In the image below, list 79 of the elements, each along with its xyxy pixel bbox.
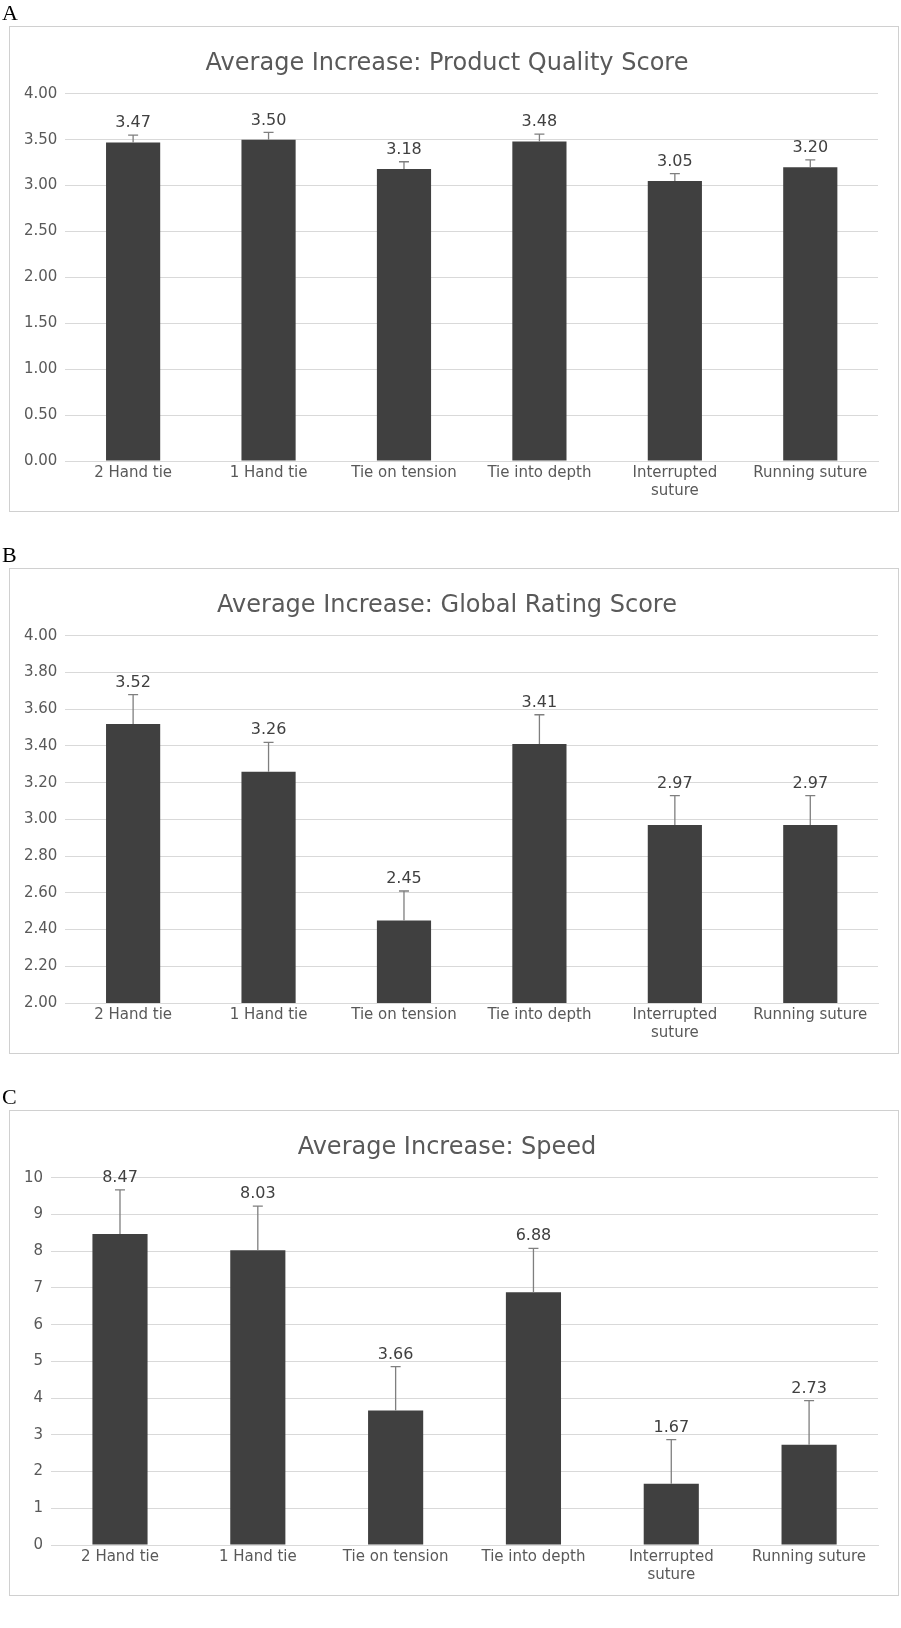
x-tick-label: 1 Hand tie [229, 1004, 308, 1023]
x-tick-label: 2 Hand tie [94, 462, 173, 481]
data-label: 2.73 [791, 1377, 827, 1397]
y-tick-label: 4 [33, 1388, 44, 1407]
bar [781, 1444, 837, 1545]
x-tick-label: Tie into depth [486, 462, 592, 481]
x-tick-label: 1 Hand tie [218, 1546, 297, 1565]
data-label: 3.50 [250, 109, 287, 129]
y-tick-label: 0.50 [23, 404, 58, 423]
y-tick-label: 0.00 [23, 450, 58, 469]
x-tick-label: Tie into depth [486, 1004, 592, 1023]
x-tick-label: Tie into depth [480, 1546, 586, 1565]
data-label: 3.41 [521, 691, 558, 711]
data-label: 3.18 [386, 138, 422, 158]
y-tick-label: 1.00 [23, 359, 58, 378]
x-tick-label: Tie on tension [341, 1546, 449, 1565]
x-tick-label: Running suture [752, 1546, 867, 1565]
y-tick-label: 2.60 [23, 882, 58, 901]
x-tick-label: Interrupted suture [628, 1546, 714, 1583]
y-tick-label: 3.20 [23, 772, 58, 791]
y-tick-label: 0 [33, 1534, 44, 1553]
text: A [2, 0, 18, 26]
y-tick-label: 5 [33, 1351, 44, 1370]
y-tick-label: 3.60 [23, 699, 58, 718]
text: C [2, 1084, 17, 1110]
data-label: 3.26 [250, 719, 287, 739]
y-tick-label: 2.00 [23, 267, 58, 286]
x-tick-label: Interrupted suture [632, 462, 718, 499]
y-tick-label: 3.50 [23, 129, 58, 148]
x-tick-label: 2 Hand tie [94, 1004, 173, 1023]
data-label: 3.47 [115, 112, 151, 132]
data-label: 2.97 [657, 772, 693, 792]
data-label: 8.03 [240, 1183, 276, 1203]
data-label: 1.67 [653, 1416, 690, 1436]
y-tick-label: 3.80 [23, 662, 58, 681]
text: B [2, 542, 17, 568]
y-tick-label: 3.00 [23, 175, 58, 194]
y-tick-label: 2.00 [23, 992, 58, 1011]
data-label: 2.45 [386, 868, 422, 888]
y-tick-label: 9 [33, 1204, 44, 1223]
bar [643, 1483, 699, 1545]
bar [368, 1410, 424, 1545]
y-tick-label: 3.40 [23, 735, 58, 754]
x-tick-label: 1 Hand tie [229, 462, 308, 481]
data-label: 3.48 [521, 111, 558, 131]
chart-title: Average Increase: Speed [297, 1131, 597, 1160]
data-label: 2.97 [792, 772, 829, 792]
data-label: 3.05 [657, 150, 693, 170]
data-label: 3.20 [792, 137, 829, 157]
y-tick-label: 1 [33, 1498, 44, 1517]
y-tick-label: 2.50 [23, 221, 58, 240]
bar [505, 1292, 562, 1545]
bar [230, 1250, 286, 1545]
y-tick-label: 4.00 [23, 625, 58, 644]
y-tick-label: 8 [33, 1241, 44, 1260]
x-tick-label: Interrupted suture [632, 1004, 718, 1041]
y-tick-label: 10 [23, 1167, 44, 1186]
chart-title: Average Increase: Global Rating Score [217, 589, 677, 618]
x-tick-label: Tie on tension [350, 462, 457, 481]
chart-title: Average Increase: Product Quality Score [205, 47, 689, 76]
y-tick-label: 2.40 [23, 919, 58, 938]
y-tick-label: 4.00 [23, 83, 58, 102]
y-tick-label: 1.50 [23, 313, 58, 332]
data-label: 3.66 [377, 1343, 414, 1363]
data-label: 3.52 [115, 671, 151, 691]
y-tick-label: 2 [33, 1461, 44, 1480]
y-tick-label: 3 [33, 1424, 44, 1443]
y-tick-label: 6 [33, 1314, 44, 1333]
data-label: 6.88 [515, 1225, 552, 1245]
data-label: 8.47 [102, 1167, 138, 1187]
y-tick-label: 7 [33, 1277, 44, 1296]
bar [92, 1233, 148, 1545]
x-tick-label: Running suture [753, 1004, 868, 1023]
x-tick-label: 2 Hand tie [81, 1546, 159, 1565]
y-tick-label: 3.00 [23, 809, 58, 828]
y-tick-label: 2.20 [23, 956, 58, 975]
x-tick-label: Tie on tension [350, 1004, 457, 1023]
y-tick-label: 2.80 [23, 846, 58, 865]
x-tick-label: Running suture [753, 462, 868, 481]
